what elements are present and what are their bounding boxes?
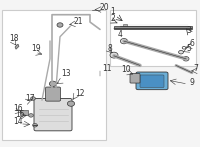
Text: 3: 3 [187,26,191,35]
Polygon shape [114,26,192,29]
Text: 20: 20 [100,2,110,12]
Circle shape [29,114,33,117]
Text: 8: 8 [108,44,112,53]
FancyBboxPatch shape [140,75,164,87]
FancyBboxPatch shape [34,98,72,131]
Text: 17: 17 [25,94,35,103]
Circle shape [31,97,35,100]
Text: 7: 7 [193,64,198,73]
Polygon shape [15,44,19,49]
Circle shape [183,57,189,61]
Text: 15: 15 [15,110,25,119]
Circle shape [110,52,118,58]
Circle shape [49,81,57,86]
Text: 6: 6 [190,39,195,48]
Text: 9: 9 [190,77,195,87]
Text: 11: 11 [102,64,112,73]
Text: 13: 13 [61,69,71,78]
Text: 21: 21 [74,16,84,26]
Text: 19: 19 [31,44,41,54]
Polygon shape [114,28,192,29]
Text: 5: 5 [186,44,191,53]
Circle shape [33,123,37,127]
Text: 4: 4 [118,30,122,39]
FancyBboxPatch shape [110,10,196,66]
FancyBboxPatch shape [130,74,140,83]
Text: 14: 14 [13,117,23,126]
Circle shape [57,23,63,27]
Circle shape [182,46,186,49]
Circle shape [67,101,75,106]
Text: 2: 2 [111,14,115,23]
FancyBboxPatch shape [136,72,168,90]
FancyBboxPatch shape [2,10,106,140]
Text: 12: 12 [75,88,84,98]
Circle shape [179,50,183,54]
Text: 10: 10 [121,65,131,74]
FancyBboxPatch shape [45,87,61,101]
Text: 18: 18 [10,34,19,43]
Text: 16: 16 [13,104,23,113]
Circle shape [120,39,128,44]
Text: 1: 1 [111,7,115,16]
Polygon shape [123,24,127,26]
Polygon shape [20,110,28,115]
